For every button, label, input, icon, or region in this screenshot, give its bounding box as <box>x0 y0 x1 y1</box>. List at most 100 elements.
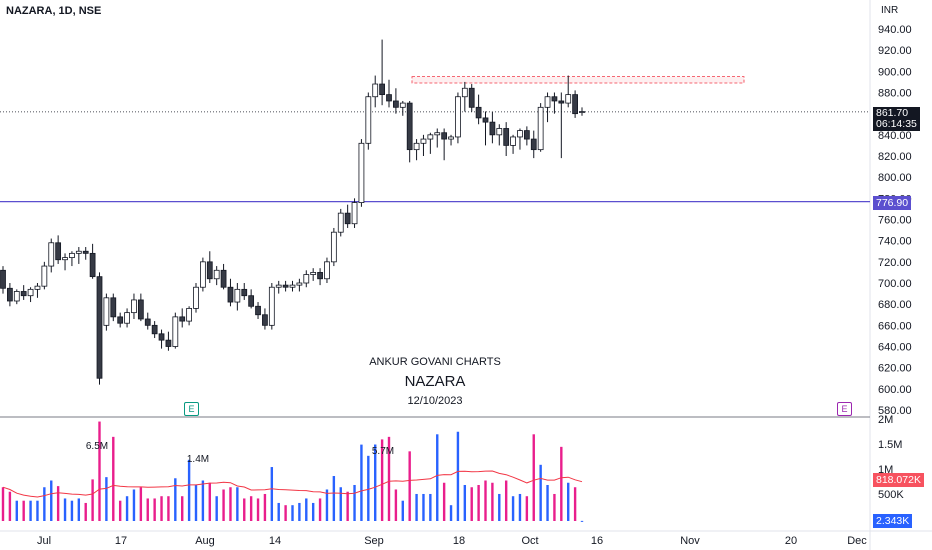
candle-body <box>131 299 137 314</box>
volume-bar <box>387 436 391 521</box>
volume-bar <box>463 484 467 521</box>
volume-bar <box>484 480 487 521</box>
time-tick-label: Sep <box>364 535 384 547</box>
candle-body <box>193 286 199 309</box>
price-tick-label: 620.00 <box>878 363 912 375</box>
candle-body <box>282 284 289 288</box>
volume-bar <box>181 496 184 521</box>
candle-body <box>344 212 351 225</box>
price-tick-label: 600.00 <box>878 384 912 396</box>
candle-body <box>475 106 482 119</box>
currency-label[interactable]: INR <box>881 5 899 16</box>
volume-bar <box>222 489 225 521</box>
candle-body <box>455 96 461 138</box>
volume-tick-label: 1.5M <box>878 439 902 451</box>
volume-bar <box>332 476 336 521</box>
volume-bar <box>436 434 439 521</box>
volume-bar <box>174 478 177 521</box>
price-tick-label: 800.00 <box>878 172 912 184</box>
candle-body <box>179 316 186 322</box>
candle-body <box>220 269 227 288</box>
price-tick-label: 740.00 <box>878 236 912 248</box>
candle-body <box>227 286 234 303</box>
last-price-badge: 861.70 06:14:35 <box>873 107 920 131</box>
volume-bar <box>105 477 108 521</box>
volume-moving-average <box>2 470 583 498</box>
volume-bar <box>187 459 191 521</box>
candle-body <box>255 305 261 316</box>
candle-body <box>337 212 344 233</box>
candle-body <box>551 96 558 102</box>
volume-bar <box>263 493 267 521</box>
time-tick-label: 17 <box>115 535 127 547</box>
volume-bar <box>194 484 198 521</box>
candle-body <box>406 102 413 151</box>
volume-bar <box>91 479 94 521</box>
volume-bar <box>284 505 287 521</box>
volume-bar <box>567 482 570 521</box>
last-volume-badge: 2.343K <box>873 514 913 528</box>
volume-bar <box>449 505 453 521</box>
candle-body <box>262 314 268 326</box>
volume-bar <box>291 505 294 521</box>
candle-body <box>303 274 310 284</box>
time-axis-ticks[interactable]: Jul 17 Aug 14 Sep 18 Oct 16 Nov 20 Dec <box>37 535 867 547</box>
candle-body <box>434 132 441 136</box>
volume-bar <box>63 498 67 521</box>
candle-body <box>234 288 241 303</box>
time-tick-label: Aug <box>195 535 215 547</box>
volume-bar <box>511 496 515 521</box>
time-tick-label: 20 <box>785 535 797 547</box>
volume-bar <box>153 498 156 521</box>
candle-body <box>544 96 551 108</box>
time-tick-label: Dec <box>847 535 867 547</box>
volume-bar <box>167 496 170 521</box>
volume-ma-badge: 818.072K <box>873 473 924 487</box>
volume-bar <box>125 496 129 521</box>
price-axis-ticks[interactable]: 940.00920.00900.00880.00860.00840.00820.… <box>878 24 912 417</box>
volume-bar <box>504 480 508 521</box>
price-tick-label: 640.00 <box>878 342 912 354</box>
candle-body <box>55 242 62 261</box>
time-tick-label: 16 <box>591 535 603 547</box>
candle-body <box>158 333 165 341</box>
volume-bar <box>401 500 404 521</box>
price-tick-label: 820.00 <box>878 151 912 163</box>
volume-bar <box>498 493 501 521</box>
candle-body <box>510 136 516 146</box>
level-price-badge[interactable]: 776.90 <box>873 196 912 210</box>
candle-body <box>27 288 34 297</box>
candle-body <box>399 102 406 108</box>
volume-bar <box>132 489 136 521</box>
candle-body <box>379 83 385 96</box>
volume-bar <box>360 444 363 521</box>
candle-body <box>427 134 434 140</box>
volume-bar <box>56 486 60 521</box>
candle-body <box>503 128 510 146</box>
candle-body <box>48 242 55 267</box>
volume-bar <box>77 498 81 521</box>
candle-body <box>310 272 317 275</box>
candle-body <box>275 284 282 288</box>
volume-bar <box>15 500 18 521</box>
candle-body <box>34 285 41 290</box>
volume-bar <box>298 502 301 521</box>
candle-body <box>206 261 213 280</box>
earnings-marker[interactable]: E <box>184 402 199 416</box>
time-tick-label: Jul <box>37 535 51 547</box>
volume-series <box>1 421 584 522</box>
earnings-marker[interactable]: E <box>837 402 852 416</box>
volume-bar <box>318 498 322 521</box>
volume-bar <box>36 500 39 521</box>
volume-bar <box>98 421 101 521</box>
candle-body <box>386 94 392 102</box>
symbol-title[interactable]: NAZARA, 1D, NSE <box>6 5 102 17</box>
resistance-zone[interactable] <box>411 76 745 84</box>
candle-body <box>268 286 275 326</box>
volume-bar <box>43 487 46 521</box>
candle-body <box>144 318 151 326</box>
candle-body <box>241 288 248 297</box>
volume-bar <box>339 487 342 521</box>
volume-bar <box>394 489 398 521</box>
